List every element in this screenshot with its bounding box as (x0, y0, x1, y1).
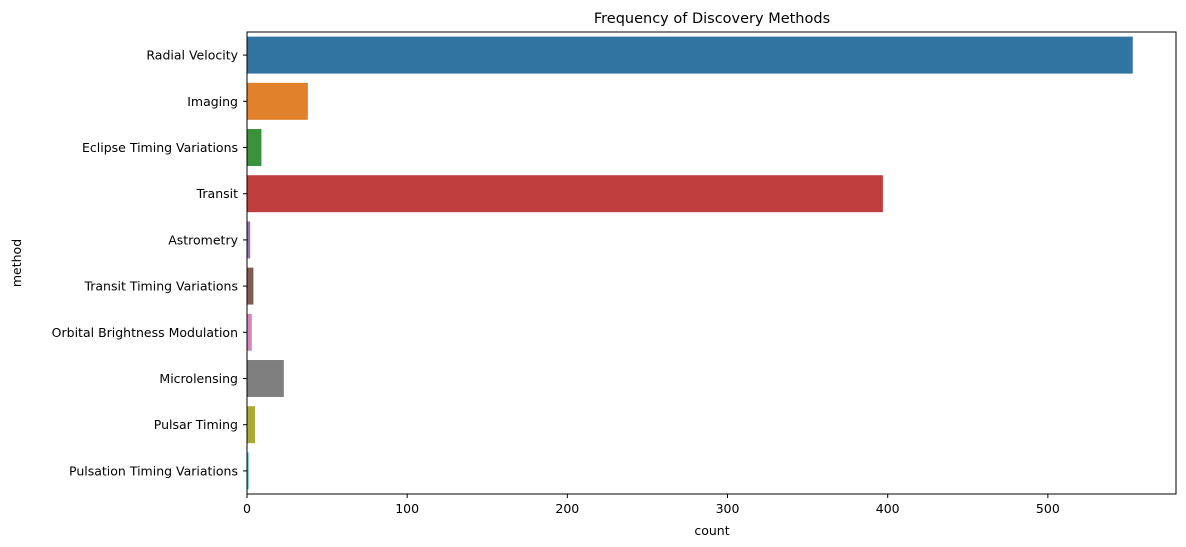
y-tick-label: Eclipse Timing Variations (82, 140, 238, 155)
y-tick-label: Pulsar Timing (154, 417, 238, 432)
bar (247, 360, 284, 397)
bar (247, 36, 1133, 74)
bar (247, 221, 251, 259)
bars-group (247, 36, 1133, 490)
y-tick-label: Imaging (187, 94, 238, 109)
x-tick-label: 100 (395, 501, 419, 516)
x-axis-ticks: 0 100 200 300 400 500 (243, 494, 1060, 516)
bar (247, 406, 256, 444)
y-tick-label: Microlensing (159, 371, 238, 386)
y-tick-label: Orbital Brightness Modulation (52, 325, 238, 340)
y-axis-ticks: Radial Velocity Imaging Eclipse Timing Var… (52, 48, 247, 478)
bar (247, 82, 308, 120)
bar (247, 129, 262, 166)
x-tick-label: 500 (1036, 501, 1060, 516)
y-tick-label: Radial Velocity (146, 48, 238, 63)
x-tick-label: 400 (876, 501, 900, 516)
x-tick-label: 0 (243, 501, 251, 516)
y-tick-label: Astrometry (168, 232, 238, 247)
y-axis-label: method (9, 239, 24, 287)
y-tick-label: Pulsation Timing Variations (69, 463, 238, 478)
x-tick-label: 200 (555, 501, 579, 516)
bar (247, 313, 252, 351)
y-tick-label: Transit Timing Variations (83, 279, 238, 294)
bar (247, 267, 254, 305)
plot-frame (246, 31, 1177, 495)
bar (247, 452, 249, 490)
y-tick-label: Transit (196, 186, 239, 201)
x-axis-label: count (694, 523, 729, 538)
x-tick-label: 300 (716, 501, 740, 516)
bar (247, 175, 883, 213)
chart-title: Frequency of Discovery Methods (594, 11, 830, 27)
